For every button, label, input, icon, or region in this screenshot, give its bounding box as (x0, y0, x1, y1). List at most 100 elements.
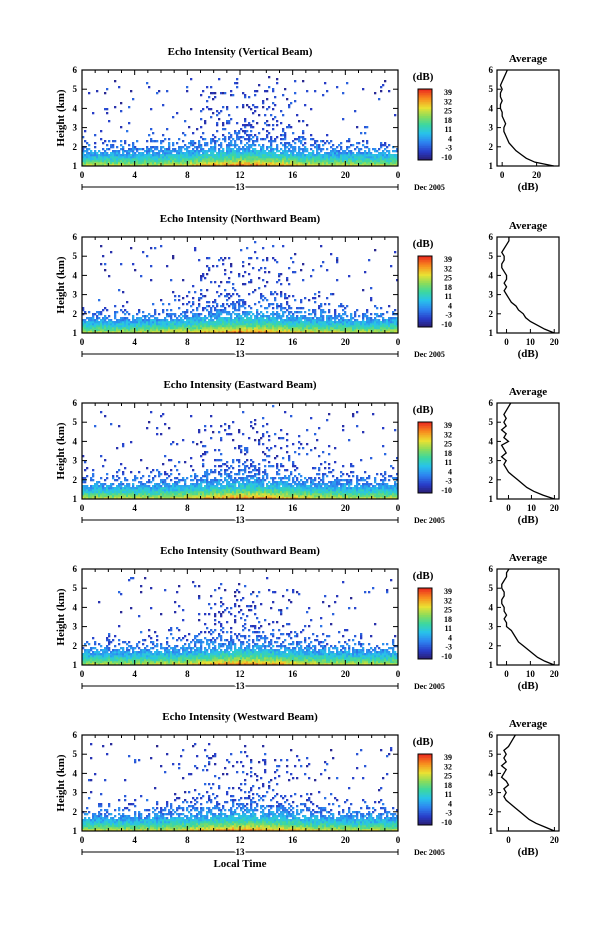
heatmap-cell (300, 136, 303, 139)
heatmap-cell (232, 467, 235, 470)
heatmap-cell (234, 144, 237, 147)
heatmap-cell (334, 154, 337, 157)
heatmap-cell (294, 311, 297, 314)
heatmap-cell (286, 162, 289, 165)
heatmap-cell (248, 150, 251, 153)
heatmap-cell (332, 162, 335, 165)
heatmap-cell (306, 164, 309, 167)
heatmap-cell (380, 327, 383, 330)
heatmap-cell (290, 307, 293, 310)
heatmap-cell (244, 156, 247, 159)
heatmap-cell (304, 331, 307, 334)
heatmap-cell (136, 148, 139, 151)
heatmap-cell (200, 154, 203, 157)
heatmap-cell (214, 144, 217, 147)
heatmap-cell (220, 154, 223, 157)
heatmap-cell (202, 148, 205, 151)
heatmap-cell (290, 152, 293, 155)
heatmap-cell (110, 493, 113, 496)
heatmap-cell (256, 487, 259, 490)
heatmap-cell (288, 305, 291, 308)
heatmap-cell (82, 319, 85, 322)
heatmap-cell (328, 327, 331, 330)
heatmap-cell (240, 136, 243, 139)
heatmap-cell (258, 319, 261, 322)
heatmap-cell (218, 311, 221, 314)
heatmap-cell (310, 329, 313, 332)
heatmap-cell (96, 162, 99, 165)
heatmap-cell (138, 485, 141, 488)
colorbar-swatch (418, 295, 432, 298)
heatmap-cell (222, 327, 225, 330)
heatmap-cell (90, 319, 93, 322)
heatmap-cell (104, 491, 107, 494)
heatmap-cell (250, 126, 253, 129)
heatmap-cell (86, 164, 89, 167)
heatmap-cell (134, 325, 137, 328)
heatmap-cell (314, 90, 317, 93)
heatmap-cell (94, 319, 97, 322)
heatmap-cell (282, 128, 285, 131)
heatmap-cell (350, 315, 353, 318)
heatmap-cell (160, 245, 163, 248)
heatmap-cell (196, 479, 199, 482)
heatmap-cell (326, 329, 329, 332)
heatmap-cell (254, 469, 257, 472)
heatmap-cell (82, 329, 85, 332)
heatmap-cell (162, 413, 165, 416)
heatmap-cell (102, 465, 105, 468)
heatmap-cell (242, 481, 245, 484)
heatmap-cell (128, 485, 131, 488)
heatmap-cell (364, 156, 367, 159)
heatmap-cell (218, 319, 221, 322)
heatmap-cell (272, 162, 275, 165)
heatmap-cell (244, 120, 247, 123)
heatmap-cell (274, 158, 277, 161)
heatmap-cell (374, 305, 377, 308)
heatmap-cell (246, 247, 249, 250)
heatmap-cell (88, 144, 91, 147)
heatmap-cell (208, 331, 211, 334)
heatmap-cell (290, 315, 293, 318)
heatmap-cell (262, 299, 265, 302)
heatmap-cell (170, 459, 173, 462)
heatmap-cell (118, 495, 121, 498)
heatmap-cell (190, 150, 193, 153)
heatmap-cell (230, 142, 233, 145)
heatmap-cell (192, 156, 195, 159)
heatmap-cell (152, 485, 155, 488)
heatmap-cell (202, 475, 205, 478)
heatmap-cell (112, 493, 115, 496)
heatmap-cell (96, 158, 99, 161)
heatmap-cell (212, 156, 215, 159)
heatmap-cell (162, 487, 165, 490)
heatmap-cell (326, 134, 329, 137)
heatmap-cell (88, 160, 91, 163)
heatmap-cell (382, 323, 385, 326)
heatmap-cell (206, 483, 209, 486)
heatmap-cell (210, 108, 213, 111)
heatmap-cell (230, 471, 233, 474)
heatmap-cell (176, 162, 179, 165)
heatmap-cell (166, 489, 169, 492)
heatmap-cell (218, 481, 221, 484)
heatmap-cell (202, 323, 205, 326)
heatmap-cell (130, 156, 133, 159)
heatmap-cell (270, 489, 273, 492)
heatmap-cell (312, 150, 315, 153)
heatmap-cell (370, 329, 373, 332)
heatmap-cell (102, 309, 105, 312)
heatmap-cell (356, 158, 359, 161)
heatmap-cell (368, 319, 371, 322)
heatmap-cell (192, 309, 195, 312)
heatmap-cell (292, 313, 295, 316)
heatmap-cell (206, 301, 209, 304)
heatmap-cell (162, 481, 165, 484)
heatmap-cell (232, 305, 235, 308)
heatmap-cell (248, 136, 251, 139)
heatmap-cell (326, 327, 329, 330)
heatmap-cell (154, 325, 157, 328)
heatmap-cell (246, 481, 249, 484)
heatmap-cell (352, 162, 355, 165)
heatmap-cell (376, 307, 379, 310)
